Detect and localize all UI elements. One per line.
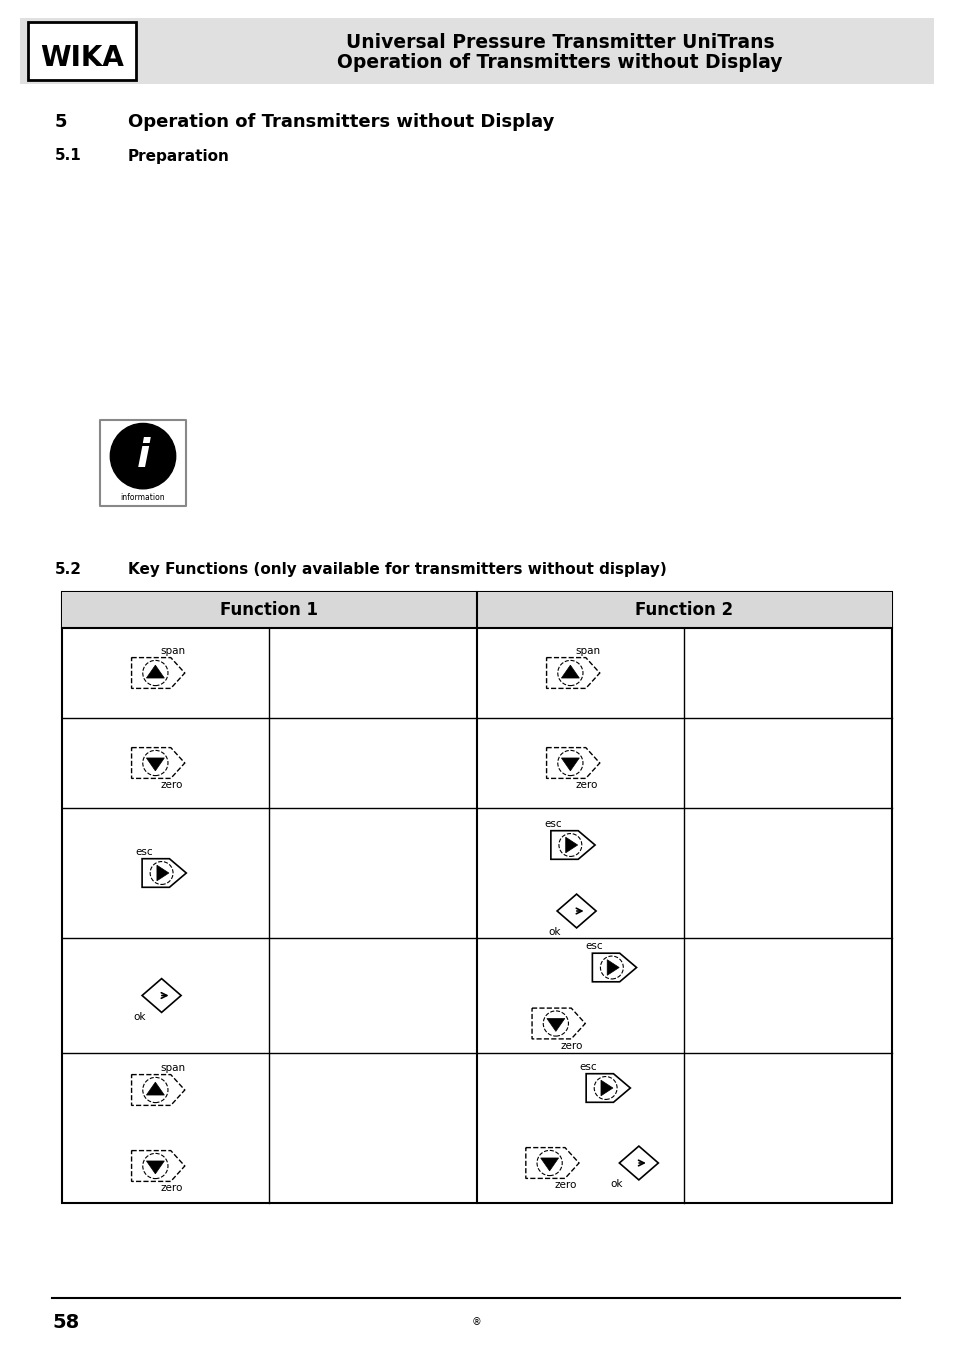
Text: WIKA: WIKA [40, 45, 124, 72]
Text: information: information [121, 493, 165, 503]
Polygon shape [565, 837, 578, 853]
Polygon shape [156, 865, 169, 880]
Text: ok: ok [547, 927, 560, 937]
Text: i: i [136, 437, 150, 475]
Text: zero: zero [560, 1041, 582, 1051]
Text: esc: esc [585, 941, 603, 952]
Polygon shape [146, 1082, 164, 1095]
Text: zero: zero [575, 780, 598, 791]
Text: ®: ® [472, 1317, 481, 1328]
Polygon shape [600, 1080, 612, 1096]
Polygon shape [146, 1161, 164, 1174]
Text: ok: ok [132, 1011, 146, 1022]
Text: 58: 58 [52, 1313, 79, 1332]
Text: esc: esc [544, 819, 561, 829]
Bar [20, 18, 933, 84]
Text: Universal Pressure Transmitter UniTrans: Universal Pressure Transmitter UniTrans [345, 32, 774, 51]
Text: Key Functions (only available for transmitters without display): Key Functions (only available for transm… [128, 562, 666, 577]
Text: zero: zero [554, 1180, 577, 1190]
Bar [100, 420, 186, 506]
Text: span: span [575, 646, 599, 656]
Text: 5.1: 5.1 [55, 149, 82, 164]
Text: span: span [160, 646, 185, 656]
Polygon shape [146, 665, 164, 679]
Text: 5: 5 [55, 114, 68, 131]
Circle shape [111, 423, 175, 489]
Text: 5.2: 5.2 [55, 562, 82, 577]
Bar [62, 592, 891, 627]
Text: zero: zero [160, 780, 183, 791]
Polygon shape [606, 960, 618, 975]
Text: span: span [160, 1063, 185, 1072]
Text: Preparation: Preparation [128, 149, 230, 164]
Text: Operation of Transmitters without Display: Operation of Transmitters without Displa… [128, 114, 554, 131]
Text: ok: ok [610, 1179, 622, 1190]
Polygon shape [546, 1018, 564, 1032]
Text: Operation of Transmitters without Display: Operation of Transmitters without Displa… [337, 53, 781, 72]
Polygon shape [560, 665, 578, 679]
Polygon shape [146, 758, 164, 771]
Polygon shape [560, 758, 578, 771]
Text: esc: esc [579, 1061, 597, 1072]
Text: Function 2: Function 2 [635, 602, 733, 619]
Bar [28, 22, 136, 80]
Bar [62, 592, 891, 1203]
Text: Function 1: Function 1 [220, 602, 318, 619]
Text: esc: esc [135, 846, 153, 857]
Text: zero: zero [160, 1183, 183, 1194]
Polygon shape [540, 1157, 558, 1171]
